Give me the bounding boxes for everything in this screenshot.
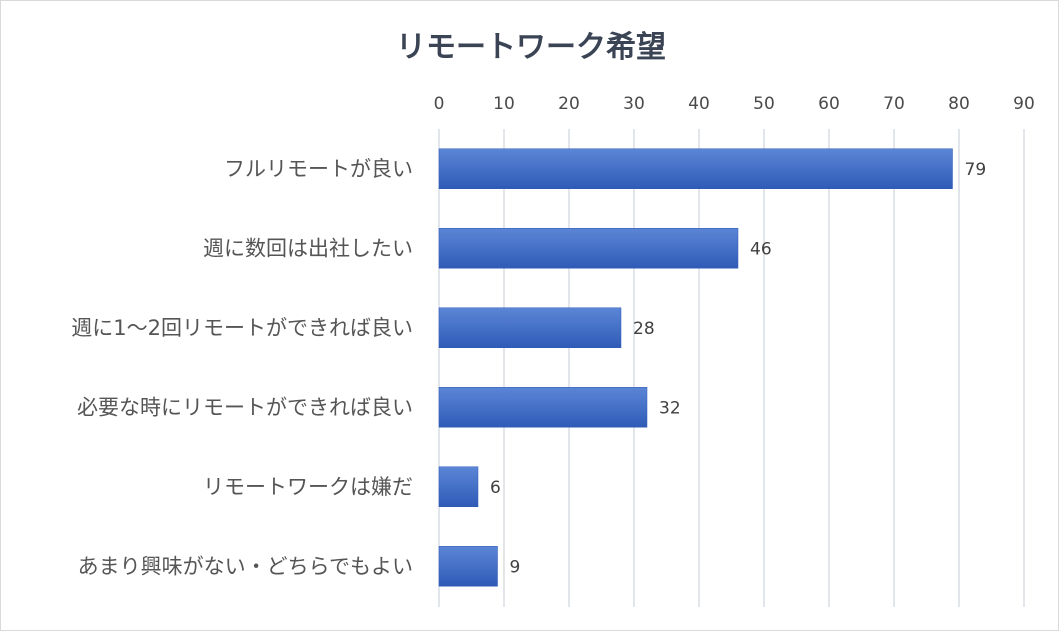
category-label: 週に数回は出社したい — [203, 236, 413, 260]
data-labels: 79 46 28 32 6 9 — [490, 160, 986, 578]
x-tick-label: 50 — [753, 94, 775, 114]
x-tick-label: 20 — [558, 94, 580, 114]
bar-5 — [438, 546, 498, 587]
data-label: 79 — [965, 160, 987, 180]
x-axis-ticks: 0 10 20 30 40 50 60 70 80 90 — [434, 94, 1035, 114]
x-tick-label: 40 — [688, 94, 710, 114]
data-label: 32 — [659, 398, 681, 418]
bar-4 — [438, 466, 479, 507]
x-tick-label: 0 — [434, 94, 445, 114]
data-label: 28 — [633, 319, 655, 339]
x-tick-label: 60 — [818, 94, 840, 114]
data-label: 9 — [510, 557, 521, 577]
x-tick-label: 10 — [493, 94, 515, 114]
bar-3 — [438, 387, 648, 428]
category-label: あまり興味がない・どちらでもよい — [78, 554, 413, 578]
gridlines — [438, 129, 1025, 607]
category-labels: フルリモートが良い週に数回は出社したい週に1〜2回リモートができれば良い必要な時… — [71, 157, 413, 579]
x-tick-label: 30 — [623, 94, 645, 114]
bar-2 — [438, 307, 622, 348]
category-label: 必要な時にリモートができれば良い — [77, 395, 413, 419]
chart-title: リモートワーク希望 — [396, 30, 666, 65]
bar-0 — [438, 148, 953, 189]
bar-1 — [438, 228, 739, 269]
data-label: 46 — [750, 239, 772, 259]
bars — [438, 148, 953, 587]
category-label: 週に1〜2回リモートができれば良い — [71, 316, 413, 340]
x-tick-label: 70 — [883, 94, 905, 114]
data-label: 6 — [490, 478, 501, 498]
category-label: フルリモートが良い — [224, 157, 413, 181]
x-tick-label: 80 — [948, 94, 970, 114]
x-tick-label: 90 — [1013, 94, 1035, 114]
category-label: リモートワークは嫌だ — [203, 475, 413, 499]
